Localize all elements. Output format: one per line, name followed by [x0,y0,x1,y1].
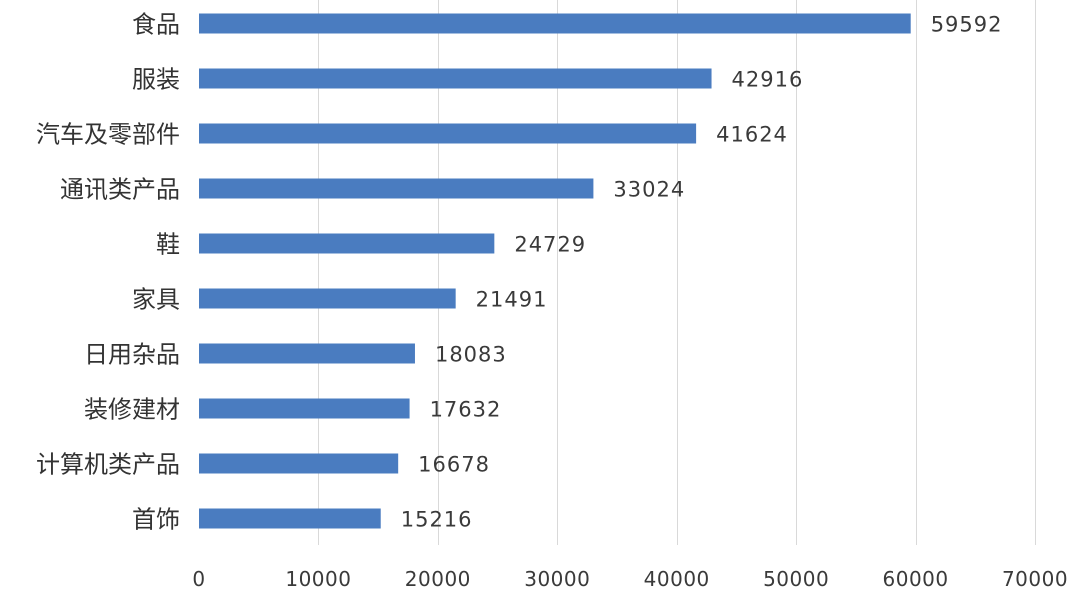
data-label: 17632 [430,398,502,422]
bar [199,453,399,474]
x-tick-label: 10000 [285,567,351,591]
bar [199,123,697,144]
data-label: 21491 [476,288,548,312]
data-label: 24729 [514,233,586,257]
bar [199,398,410,419]
data-label: 59592 [931,13,1003,37]
x-tick-label: 0 [192,567,205,591]
x-tick-label: 20000 [405,567,471,591]
category-label: 服装 [132,66,180,94]
data-label: 41624 [716,123,788,147]
category-label: 家具 [132,286,180,314]
bars [199,13,911,529]
x-tick-label: 30000 [524,567,590,591]
category-label: 日用杂品 [84,341,180,369]
category-label: 汽车及零部件 [36,121,180,149]
x-tick-label: 70000 [1002,567,1068,591]
data-labels: 59592 42916 41624 33024 24729 21491 18083 17632… [401,13,1003,532]
gridlines [318,0,1036,545]
bar [199,343,415,364]
category-label: 首饰 [132,506,180,534]
x-tick-label: 50000 [763,567,829,591]
bar [199,288,456,309]
bar [199,178,594,199]
x-tick-label: 40000 [644,567,710,591]
category-label: 鞋 [156,231,180,259]
data-label: 18083 [435,343,507,367]
x-axis-tick-labels: 0 10000 20000 30000 40000 50000 60000 70000 [192,567,1068,591]
bar [199,233,495,254]
data-label: 42916 [732,68,804,92]
category-label: 计算机类产品 [36,451,180,479]
category-label: 装修建材 [84,396,180,424]
bar [199,68,712,89]
x-tick-label: 60000 [883,567,949,591]
data-label: 33024 [613,178,685,202]
category-label: 通讯类产品 [60,176,180,204]
bar [199,13,911,34]
category-label: 食品 [132,11,180,39]
bar [199,508,381,529]
data-label: 15216 [401,508,473,532]
data-label: 16678 [418,453,490,477]
